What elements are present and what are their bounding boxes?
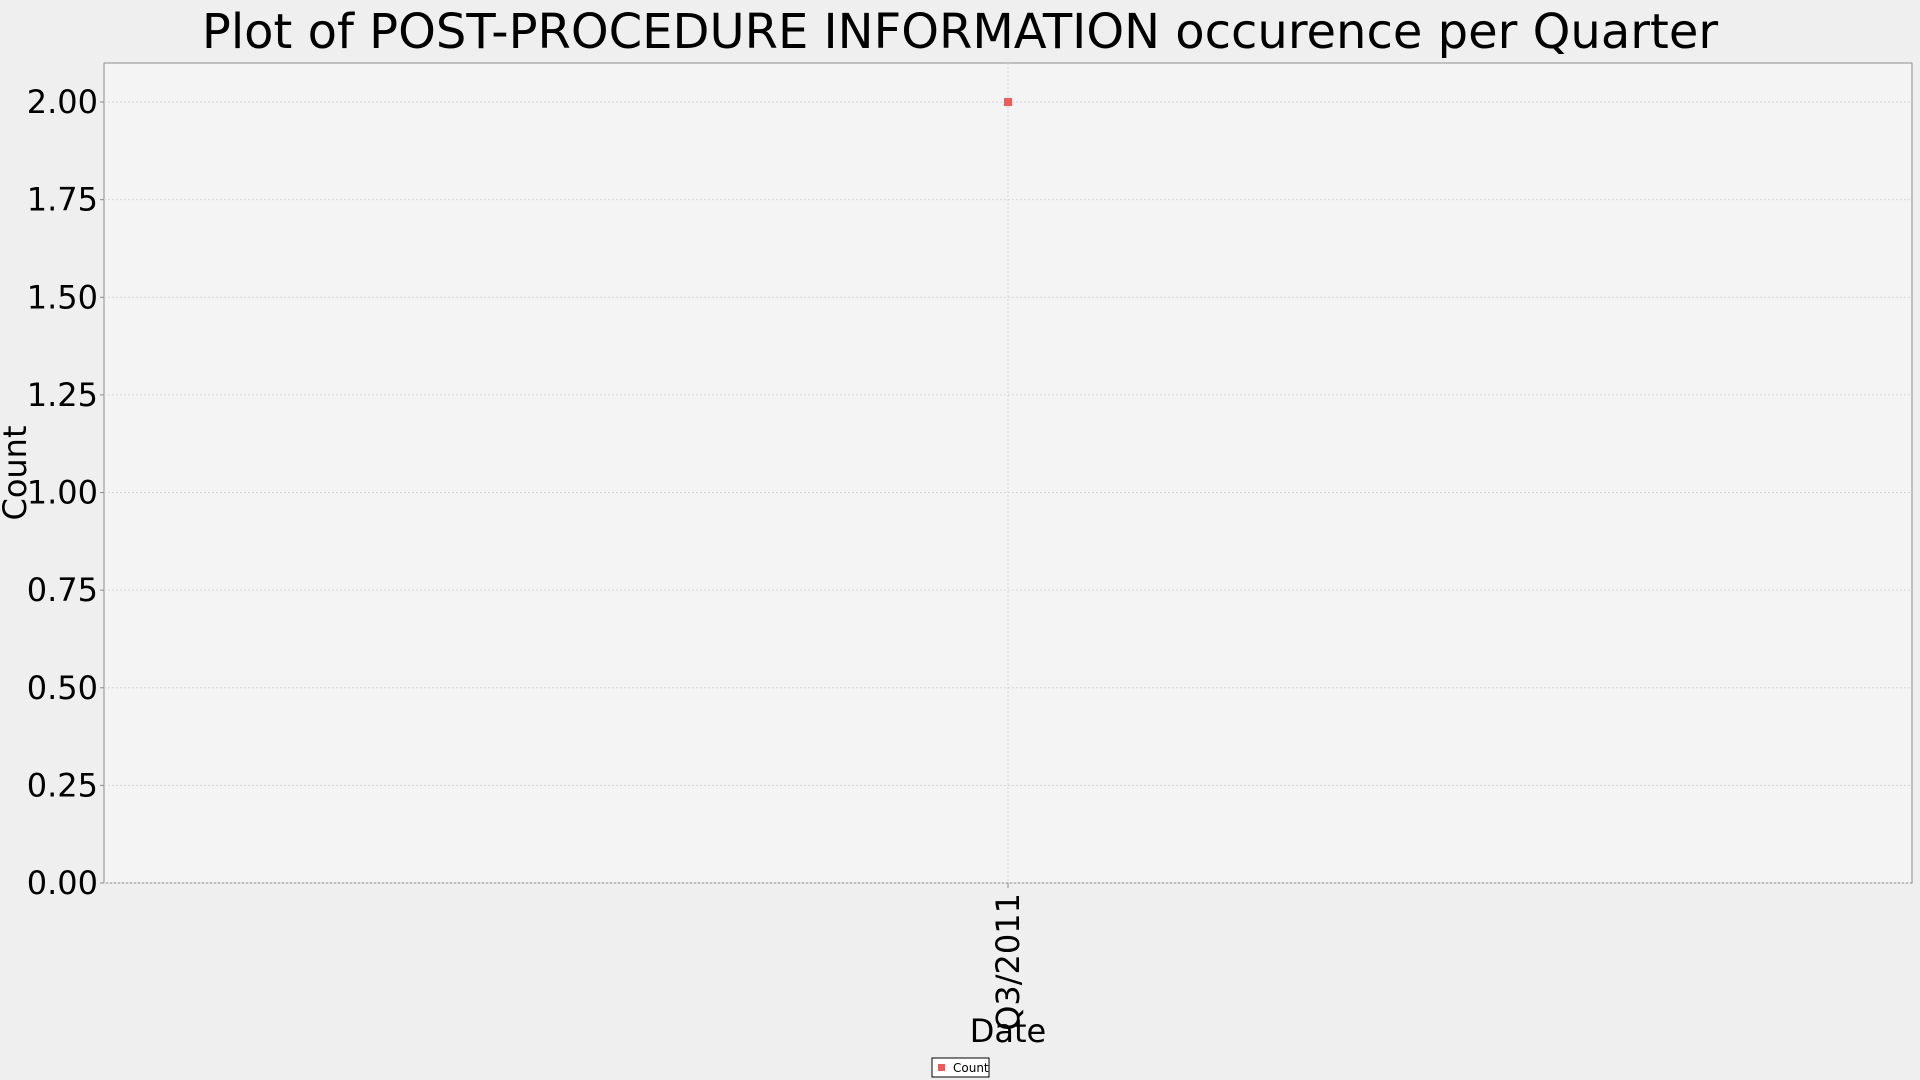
y-axis-label: Count (0, 425, 34, 520)
x-axis-ticks: Q3/2011 (989, 883, 1027, 1031)
legend: Count (931, 1057, 990, 1078)
data-points (1004, 98, 1012, 107)
y-tick-label: 0.75 (27, 571, 98, 609)
y-tick-label: 0.00 (27, 864, 98, 902)
x-axis-label: Date (970, 1012, 1046, 1050)
data-point (1004, 98, 1012, 107)
y-tick-label: 1.50 (27, 278, 98, 316)
legend-box (931, 1057, 990, 1078)
x-tick-label: Q3/2011 (989, 893, 1027, 1031)
y-tick-label: 1.25 (27, 376, 98, 414)
chart-title: Plot of POST-PROCEDURE INFORMATION occur… (202, 4, 1718, 60)
y-tick-label: 1.75 (27, 181, 98, 219)
legend-label: Count (953, 1061, 989, 1075)
y-tick-label: 2.00 (27, 83, 98, 121)
y-tick-label: 0.50 (27, 669, 98, 707)
y-axis-ticks: 0.00 0.25 0.50 0.75 1.00 1.25 1.50 1.75 2.00 (27, 83, 104, 902)
y-tick-label: 0.25 (27, 766, 98, 804)
y-tick-label: 1.00 (27, 474, 98, 512)
legend-marker (938, 1064, 945, 1071)
